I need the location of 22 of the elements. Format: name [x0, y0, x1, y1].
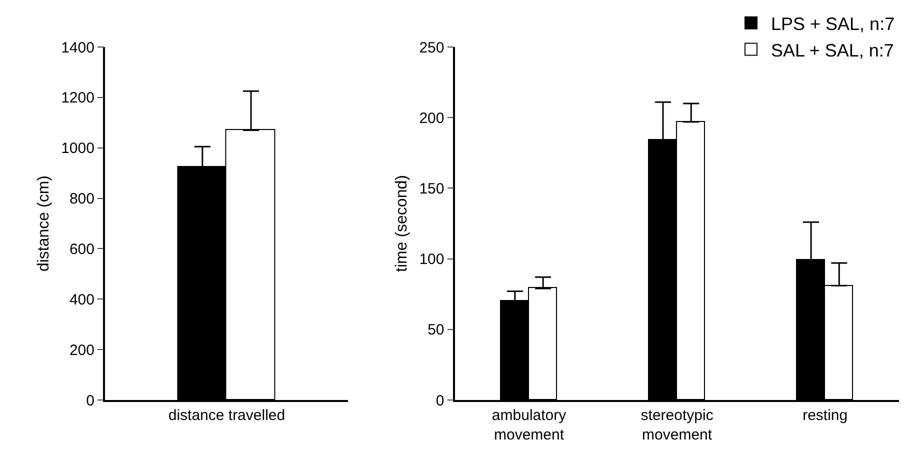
y-tick-label: 0 [86, 392, 94, 410]
y-tick-label: 200 [69, 342, 94, 359]
y-tick-label: 250 [419, 39, 444, 56]
legend-label: SAL + SAL, n:7 [771, 40, 894, 60]
x-tick-label: resting [802, 406, 848, 424]
y-tick-label: 400 [69, 291, 94, 308]
y-tick-label: 600 [69, 240, 94, 258]
x-tick-label: ambulatory movement [492, 406, 567, 444]
legend-label: LPS + SAL, n:7 [771, 14, 895, 34]
y-tick-label: 150 [419, 180, 444, 198]
y-tick-label: 0 [436, 392, 444, 410]
y-tick-label: 1200 [61, 90, 94, 107]
y-tick-label: 200 [419, 110, 444, 127]
y-axis-title: distance (cm) [36, 175, 53, 272]
y-tick-label: 1000 [61, 140, 94, 158]
y-tick-label: 50 [428, 322, 444, 339]
y-tick-label: 1400 [61, 39, 94, 56]
y-tick-label: 100 [419, 251, 444, 268]
y-tick-label: 800 [69, 190, 94, 208]
x-tick-label: distance travelled [168, 406, 286, 424]
x-tick-label: stereotypic movement [640, 406, 714, 444]
y-axis-title: time (second) [394, 175, 411, 272]
